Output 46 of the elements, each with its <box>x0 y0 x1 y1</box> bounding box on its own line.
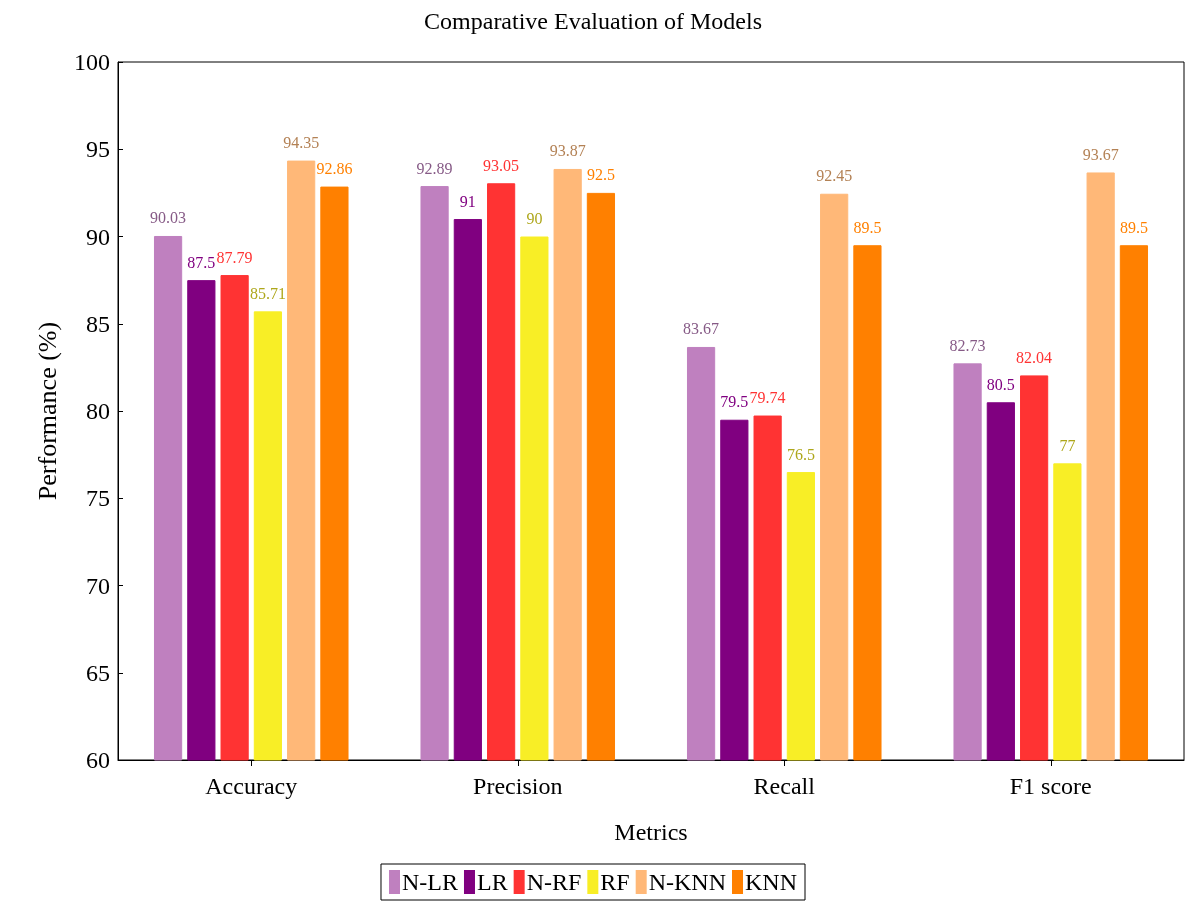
data-label: 77 <box>1059 436 1076 454</box>
data-label: 93.87 <box>549 142 586 160</box>
legend-label: RF <box>600 869 630 895</box>
data-label: 87.79 <box>216 248 253 266</box>
y-tick-label: 60 <box>86 747 110 773</box>
data-label: 82.73 <box>949 336 986 354</box>
x-tick-label: Recall <box>753 773 816 799</box>
data-label: 83.67 <box>683 320 720 338</box>
y-axis-title: Performance (%) <box>32 321 62 501</box>
y-tick-label: 100 <box>74 49 110 75</box>
data-label: 90.03 <box>150 209 187 227</box>
x-tick-label: F1 score <box>1009 773 1092 799</box>
data-label: 94.35 <box>283 134 320 152</box>
data-label: 93.67 <box>1082 145 1119 163</box>
legend-label: N-LR <box>401 869 458 895</box>
y-tick-label: 90 <box>86 223 110 250</box>
y-tick-label: 70 <box>86 572 110 599</box>
data-label: 91 <box>459 192 476 210</box>
data-label: 87.5 <box>187 253 216 271</box>
data-label: 89.5 <box>853 218 882 236</box>
data-label: 93.05 <box>483 156 520 174</box>
data-label: 92.86 <box>316 160 353 178</box>
y-tick-label: 65 <box>86 659 110 686</box>
y-tick-label: 95 <box>86 136 110 163</box>
data-label: 79.74 <box>749 389 786 407</box>
data-label: 90 <box>526 210 543 227</box>
data-label: 85.71 <box>249 284 286 302</box>
data-label: 92.89 <box>416 159 453 177</box>
x-tick-label: Accuracy <box>205 773 298 799</box>
data-label: 92.5 <box>586 166 615 184</box>
legend-label: N-RF <box>526 869 582 895</box>
data-label: 89.5 <box>1119 218 1148 236</box>
x-tick-label: Precision <box>473 773 563 799</box>
chart-title: Comparative Evaluation of Models <box>424 8 762 34</box>
x-axis-title: Metrics <box>614 819 688 845</box>
legend-label: N-KNN <box>648 869 727 895</box>
data-label: 80.5 <box>986 375 1015 393</box>
data-label: 82.04 <box>1016 348 1053 366</box>
data-label: 76.5 <box>786 445 815 463</box>
data-label: 79.5 <box>720 393 749 411</box>
y-tick-label: 85 <box>86 310 110 337</box>
legend-label: KNN <box>745 869 798 895</box>
data-label: 92.45 <box>816 167 853 185</box>
legend-label: LR <box>476 869 508 895</box>
y-tick-label: 80 <box>86 398 110 424</box>
y-tick-label: 75 <box>86 485 110 512</box>
